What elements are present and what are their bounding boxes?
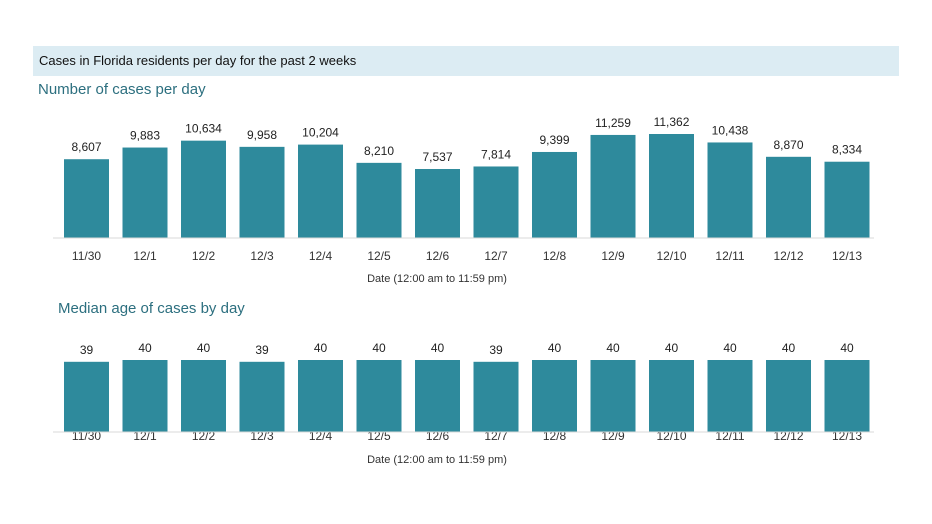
age-x-tick-label: 12/4	[309, 429, 333, 443]
page-title: Cases in Florida residents per day for t…	[39, 53, 357, 68]
cases-bar	[122, 147, 168, 238]
cases-bar-value-label: 10,634	[185, 122, 222, 136]
age-x-tick-label: 12/8	[543, 429, 567, 443]
age-x-tick-label: 12/5	[367, 429, 391, 443]
age-bar	[649, 360, 694, 432]
cases-bars-group: 8,607 11/30 9,883 12/1 10,634 12/2 9,958 12/3 10…	[64, 115, 870, 263]
cases-bar-value-label: 7,537	[422, 150, 452, 164]
cases-bar-value-label: 11,259	[595, 116, 631, 130]
age-bar	[473, 361, 519, 432]
cases-x-tick-label: 12/1	[133, 249, 157, 263]
age-bar-value-label: 40	[431, 341, 445, 355]
cases-bar-value-label: 11,362	[654, 115, 690, 129]
cases-bar-value-label: 10,204	[302, 126, 339, 140]
cases-bar	[64, 159, 109, 238]
cases-bar	[473, 166, 519, 238]
age-bar-value-label: 40	[314, 341, 328, 355]
cases-x-tick-label: 12/10	[656, 249, 686, 263]
age-bar	[181, 360, 226, 432]
cases-bar	[415, 169, 460, 238]
median-age-chart: Median age of cases by day 39 11/30 40 12/1…	[53, 300, 874, 466]
age-bar	[532, 360, 577, 432]
age-bar-value-label: 39	[489, 343, 503, 357]
cases-x-tick-label: 12/13	[832, 249, 862, 263]
age-bar-value-label: 40	[840, 341, 854, 355]
age-x-tick-label: 12/7	[484, 429, 508, 443]
age-x-tick-label: 12/2	[192, 429, 216, 443]
cases-bar	[298, 144, 343, 238]
age-bar	[415, 360, 460, 432]
age-bar	[356, 360, 402, 432]
age-bar-value-label: 40	[665, 341, 679, 355]
cases-bar	[181, 140, 226, 238]
age-bar	[590, 360, 636, 432]
cases-bar-value-label: 8,607	[71, 140, 101, 154]
age-x-tick-label: 12/6	[426, 429, 450, 443]
cases-x-tick-label: 12/6	[426, 249, 450, 263]
age-x-tick-label: 12/11	[715, 429, 744, 443]
cases-bar	[707, 142, 753, 238]
cases-bar	[590, 134, 636, 238]
cases-bar	[532, 151, 577, 238]
age-x-tick-label: 11/30	[72, 429, 101, 443]
cases-bar-value-label: 9,958	[247, 128, 277, 142]
age-bar-value-label: 40	[548, 341, 562, 355]
age-x-tick-label: 12/10	[656, 429, 686, 443]
cases-bar	[649, 134, 694, 238]
cases-x-tick-label: 12/8	[543, 249, 567, 263]
cases-x-tick-label: 12/2	[192, 249, 216, 263]
age-bar	[824, 360, 870, 432]
age-bar-value-label: 39	[255, 343, 269, 357]
cases-x-tick-label: 12/5	[367, 249, 391, 263]
cases-bar-value-label: 8,870	[773, 138, 803, 152]
age-x-tick-label: 12/1	[133, 429, 157, 443]
cases-x-tick-label: 12/4	[309, 249, 333, 263]
cases-bar	[824, 161, 870, 238]
age-chart-title: Median age of cases by day	[58, 300, 245, 317]
cases-chart-title: Number of cases per day	[38, 81, 206, 98]
cases-bar-value-label: 9,399	[539, 133, 569, 147]
age-bar	[122, 360, 168, 432]
age-x-tick-label: 12/13	[832, 429, 862, 443]
age-x-tick-label: 12/3	[250, 429, 274, 443]
cases-x-tick-label: 11/30	[72, 249, 101, 263]
age-bar	[766, 360, 811, 432]
age-bar-value-label: 40	[782, 341, 796, 355]
cases-bar-value-label: 8,334	[832, 143, 862, 157]
cases-x-tick-label: 12/3	[250, 249, 274, 263]
cases-x-axis-title: Date (12:00 am to 11:59 pm)	[367, 273, 507, 285]
age-bars-group: 39 11/30 40 12/1 40 12/2 39 12/3 40 12/4 40 12/5 40 1…	[64, 341, 870, 443]
age-x-tick-label: 12/9	[601, 429, 625, 443]
age-bar	[298, 360, 343, 432]
age-bar	[239, 361, 285, 432]
cases-bar-value-label: 10,438	[712, 123, 749, 137]
cases-per-day-chart: Number of cases per day 8,607 11/30 9,883 1…	[38, 81, 874, 285]
chart-header-band: Cases in Florida residents per day for t…	[33, 46, 899, 76]
cases-bar	[356, 162, 402, 238]
age-bar	[64, 361, 109, 432]
cases-bar-value-label: 9,883	[130, 129, 160, 143]
age-bar-value-label: 40	[197, 341, 211, 355]
cases-x-tick-label: 12/9	[601, 249, 625, 263]
age-bar-value-label: 40	[138, 341, 152, 355]
age-bar-value-label: 39	[80, 343, 94, 357]
age-bar-value-label: 40	[372, 341, 386, 355]
cases-x-tick-label: 12/12	[773, 249, 803, 263]
cases-bar	[766, 156, 811, 238]
cases-x-tick-label: 12/7	[484, 249, 508, 263]
age-bar-value-label: 40	[606, 341, 620, 355]
age-bar-value-label: 40	[723, 341, 737, 355]
age-x-axis-title: Date (12:00 am to 11:59 pm)	[367, 454, 507, 466]
cases-bar-value-label: 7,814	[481, 147, 511, 161]
cases-x-tick-label: 12/11	[715, 249, 744, 263]
cases-bar	[239, 146, 285, 238]
age-x-tick-label: 12/12	[773, 429, 803, 443]
cases-bar-value-label: 8,210	[364, 144, 394, 158]
age-bar	[707, 360, 753, 432]
